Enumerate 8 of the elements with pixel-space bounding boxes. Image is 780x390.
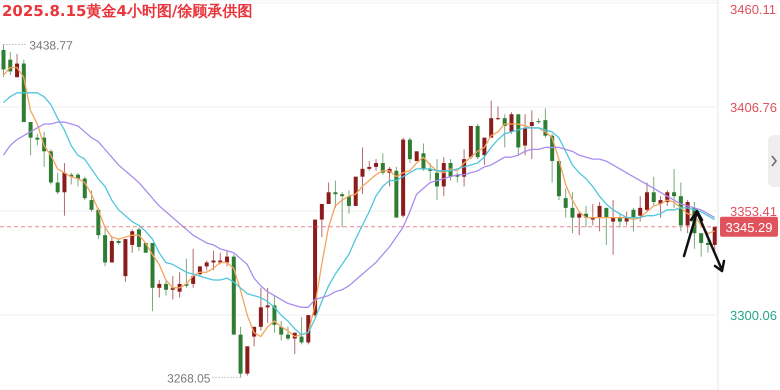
y-tick-label: 3460.11	[730, 2, 776, 17]
y-tick-label: 3300.06	[730, 308, 777, 324]
annotation: 3438.77	[29, 38, 74, 53]
y-tick-label: 3353.41	[730, 204, 777, 219]
y-tick-label: 3406.76	[730, 100, 777, 115]
chart-title: 2025.8.15黄金4小时图/徐顾承供图	[2, 2, 252, 21]
ref-line-label: 3345.29	[726, 220, 772, 235]
annotation: 3268.05	[167, 371, 211, 386]
